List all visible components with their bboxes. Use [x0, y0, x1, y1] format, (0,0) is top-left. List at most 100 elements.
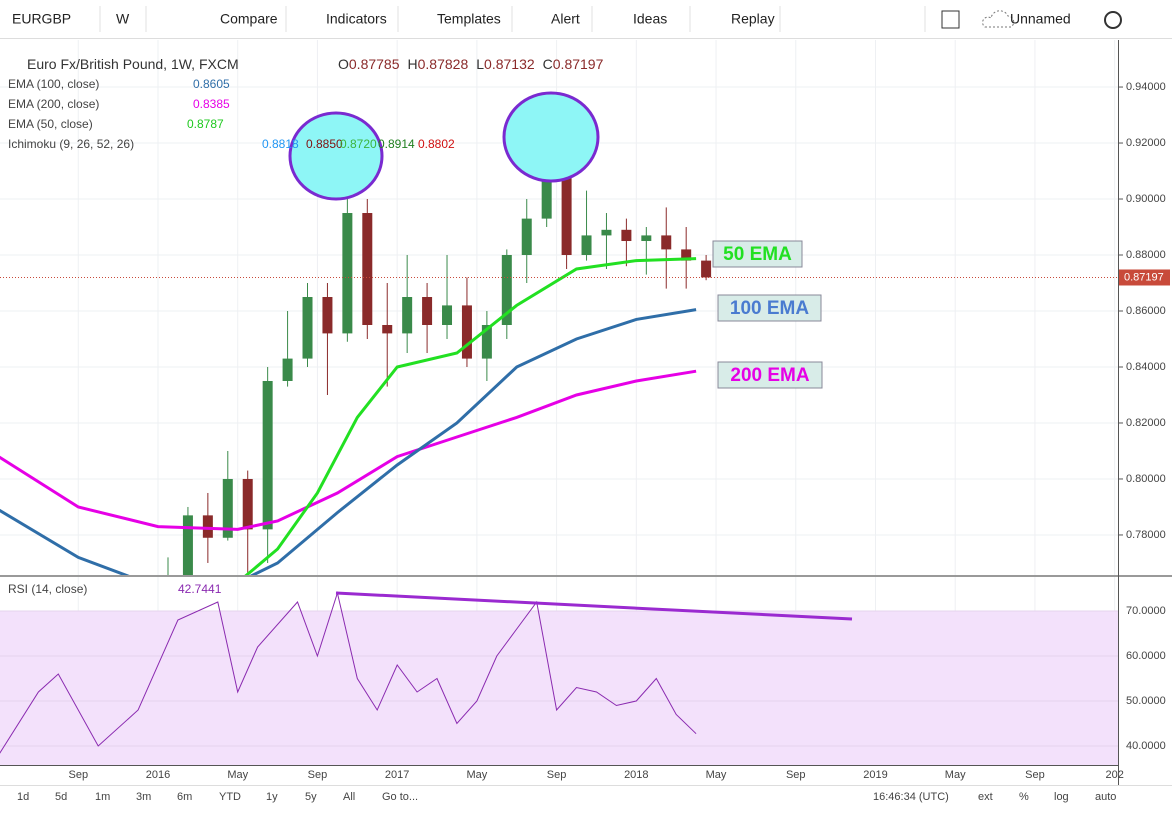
candle-body [621, 229, 632, 242]
indicator-value: 0.8914 [378, 137, 415, 151]
x-tick-label: 2019 [863, 769, 887, 781]
x-tick-label: May [227, 769, 248, 781]
x-tick-label: 202 [1105, 769, 1123, 781]
scale-option[interactable]: % [1019, 791, 1029, 803]
layout-name[interactable]: Unnamed [1010, 11, 1071, 27]
candle-body [561, 143, 572, 256]
ohlc-value: 0.87785 [349, 56, 400, 72]
y-tick-label: 0.84000 [1126, 361, 1166, 373]
range-button[interactable]: 6m [177, 791, 192, 803]
candle-body [282, 358, 293, 381]
ohlc-label: L [476, 56, 484, 72]
candle-body [701, 260, 712, 278]
annotation-box [712, 240, 803, 268]
toolbar-button[interactable]: Compare [220, 11, 278, 27]
scale-option[interactable]: ext [978, 791, 993, 803]
candle-body [422, 297, 433, 325]
candle-body [681, 249, 692, 261]
goto-button[interactable]: Go to... [382, 791, 418, 803]
y-tick-label: 0.94000 [1126, 81, 1166, 93]
rsi-tick-label: 60.0000 [1126, 650, 1166, 662]
annotation-box [717, 294, 822, 322]
candle-body [402, 297, 413, 334]
range-button[interactable]: 1y [266, 791, 278, 803]
rsi-trendline [335, 591, 853, 621]
x-tick-label: May [706, 769, 727, 781]
x-tick-label: Sep [786, 769, 806, 781]
checkbox-icon[interactable] [941, 10, 960, 29]
candle-body [302, 297, 313, 359]
candle-body [501, 255, 512, 325]
toolbar-button[interactable]: Templates [437, 11, 501, 27]
candle-body [442, 305, 453, 325]
candle-body [601, 229, 612, 236]
candle-body [461, 305, 472, 359]
rsi-band [0, 611, 1118, 765]
rsi-line [0, 591, 697, 754]
indicator-name: Ichimoku (9, 26, 52, 26) [8, 137, 134, 151]
y-tick-label: 0.88000 [1126, 249, 1166, 261]
indicator-name: EMA (50, close) [8, 117, 93, 131]
y-tick-label: 0.82000 [1126, 417, 1166, 429]
candle-body [342, 213, 353, 334]
last-price-tag [1119, 269, 1170, 286]
settings-icon[interactable] [1104, 11, 1122, 29]
rsi-tick-label: 40.0000 [1126, 740, 1166, 752]
toolbar-button[interactable]: Indicators [326, 11, 387, 27]
ema-line [244, 257, 697, 575]
x-tick-label: 2017 [385, 769, 409, 781]
candle-body [362, 213, 373, 325]
last-price-label: 0.87197 [1124, 271, 1164, 283]
x-tick-label: Sep [1025, 769, 1045, 781]
rsi-tick-label: 70.0000 [1126, 605, 1166, 617]
ohlc-label: O [338, 56, 349, 72]
range-button[interactable]: 1d [17, 791, 29, 803]
candle-body [521, 218, 532, 256]
candle-body [481, 324, 492, 359]
candle-body [581, 235, 592, 256]
candle-body [182, 515, 193, 575]
indicator-name: EMA (100, close) [8, 77, 99, 91]
toolbar-button[interactable]: Alert [551, 11, 580, 27]
x-tick-label: Sep [68, 769, 88, 781]
indicator-value: 0.8802 [418, 137, 455, 151]
ema-line [0, 308, 697, 575]
highlight-circle [288, 111, 384, 201]
x-tick-label: Sep [308, 769, 328, 781]
indicator-value: 0.8605 [193, 77, 230, 91]
range-button[interactable]: All [343, 791, 355, 803]
y-tick-label: 0.86000 [1126, 305, 1166, 317]
annotation-text: 100 EMA [730, 298, 809, 319]
candle-body [322, 297, 333, 334]
ema-line [0, 369, 697, 531]
ohlc-label: C [543, 56, 553, 72]
indicator-value: 0.8385 [193, 97, 230, 111]
toolbar-button[interactable]: Replay [731, 11, 775, 27]
candle-body [242, 478, 253, 530]
y-tick-label: 0.90000 [1126, 193, 1166, 205]
symbol[interactable]: EURGBP [12, 11, 71, 27]
x-tick-label: 2018 [624, 769, 648, 781]
candle-body [382, 324, 393, 334]
candle-body [202, 515, 213, 538]
annotation-text: 50 EMA [723, 244, 792, 265]
indicator-value: 0.8787 [187, 117, 224, 131]
chart-title: Euro Fx/British Pound, 1W, FXCM [27, 56, 239, 72]
candle-body [661, 235, 672, 250]
toolbar-button[interactable]: Ideas [633, 11, 667, 27]
range-button[interactable]: 3m [136, 791, 151, 803]
range-button[interactable]: 5y [305, 791, 317, 803]
rsi-name: RSI (14, close) [8, 582, 87, 596]
range-button[interactable]: 5d [55, 791, 67, 803]
range-button[interactable]: YTD [219, 791, 241, 803]
candle-body [222, 478, 233, 538]
scale-option[interactable]: log [1054, 791, 1069, 803]
ohlc-value: 0.87197 [553, 56, 604, 72]
ohlc-value: 0.87828 [418, 56, 469, 72]
range-button[interactable]: 1m [95, 791, 110, 803]
interval[interactable]: W [116, 11, 130, 27]
indicator-value: 0.8720 [340, 137, 377, 151]
scale-option[interactable]: auto [1095, 791, 1116, 803]
